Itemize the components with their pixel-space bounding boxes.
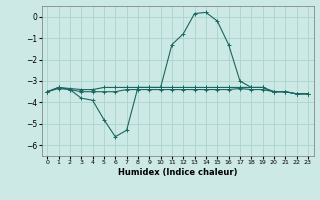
- X-axis label: Humidex (Indice chaleur): Humidex (Indice chaleur): [118, 168, 237, 177]
